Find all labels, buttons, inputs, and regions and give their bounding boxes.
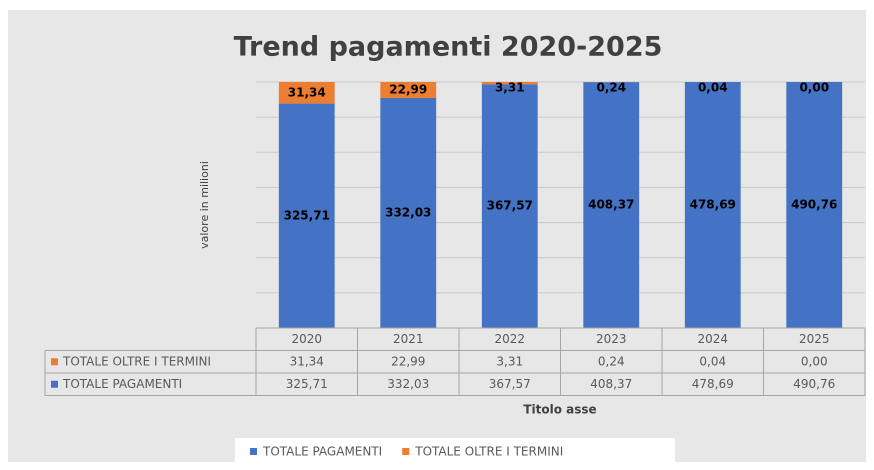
table-legend-key xyxy=(51,358,58,365)
table-cell: 490,76 xyxy=(793,377,835,391)
table-row-label: TOTALE OLTRE I TERMINI xyxy=(62,354,211,368)
data-label: 367,57 xyxy=(487,199,533,213)
table-cell: 408,37 xyxy=(590,377,632,391)
data-label: 478,69 xyxy=(690,198,736,212)
table-cell: 0,00 xyxy=(801,354,828,368)
x-axis-label: Titolo asse xyxy=(523,403,596,417)
data-label: 0,24 xyxy=(596,81,626,95)
x-tick-label: 2022 xyxy=(494,332,525,346)
data-label: 0,00 xyxy=(799,81,829,95)
data-label: 22,99 xyxy=(389,82,427,96)
table-cell: 0,24 xyxy=(598,354,625,368)
legend-label: TOTALE PAGAMENTI xyxy=(262,445,382,459)
legend-key xyxy=(250,448,257,455)
table-row-label: TOTALE PAGAMENTI xyxy=(62,377,182,391)
legend-key xyxy=(402,448,409,455)
table-cell: 478,69 xyxy=(692,377,734,391)
table-cell: 325,71 xyxy=(286,377,328,391)
data-label: 325,71 xyxy=(284,208,330,222)
table-cell: 22,99 xyxy=(391,354,425,368)
table-cell: 332,03 xyxy=(387,377,429,391)
table-cell: 0,04 xyxy=(699,354,726,368)
data-label: 408,37 xyxy=(588,198,634,212)
data-label: 0,04 xyxy=(698,81,728,95)
data-label: 3,31 xyxy=(495,81,525,95)
x-tick-label: 2020 xyxy=(291,332,322,346)
x-tick-label: 2023 xyxy=(596,332,627,346)
table-legend-key xyxy=(51,381,58,388)
data-label: 332,03 xyxy=(385,205,431,219)
data-label: 31,34 xyxy=(288,85,326,99)
x-tick-label: 2024 xyxy=(697,332,728,346)
data-label: 490,76 xyxy=(791,198,837,212)
x-tick-label: 2025 xyxy=(799,332,830,346)
table-cell: 3,31 xyxy=(496,354,523,368)
x-tick-label: 2021 xyxy=(393,332,424,346)
legend-label: TOTALE OLTRE I TERMINI xyxy=(414,445,563,459)
y-axis-label: valore in milioni xyxy=(198,161,211,249)
table-cell: 31,34 xyxy=(290,354,324,368)
chart-title: Trend pagamenti 2020-2025 xyxy=(234,32,663,63)
table-cell: 367,57 xyxy=(489,377,531,391)
